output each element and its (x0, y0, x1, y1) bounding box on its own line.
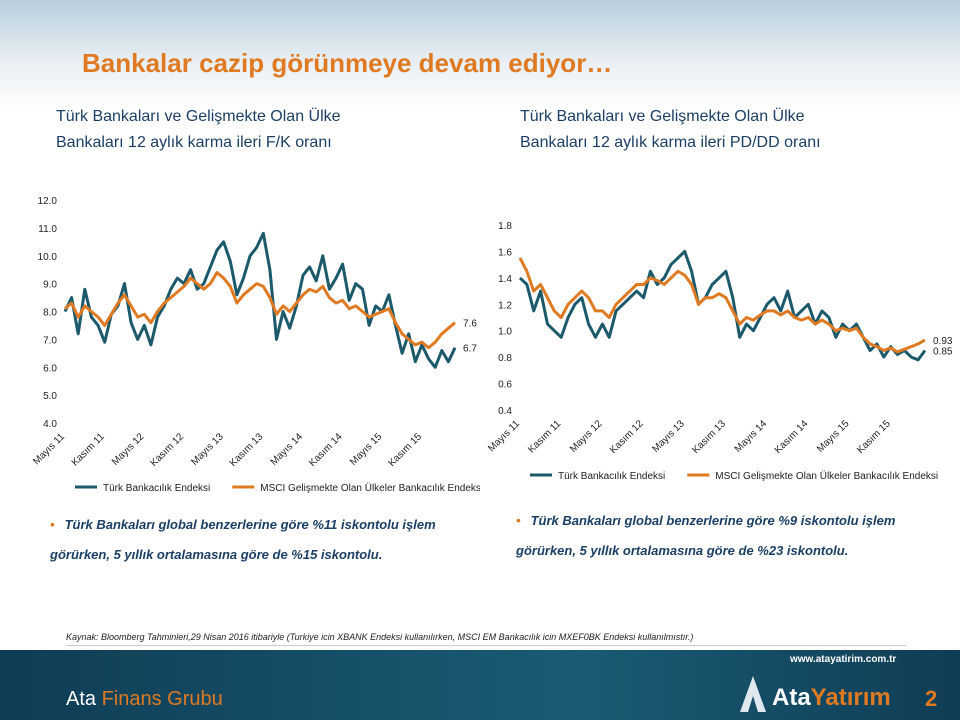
y-tick-label: 1.0 (498, 327, 512, 338)
value-label: 0.93 (933, 336, 953, 347)
x-tick-label: Mayıs 12 (110, 431, 147, 468)
x-tick-label: Mayıs 11 (486, 418, 522, 454)
x-tick-label: Kasım 13 (690, 418, 728, 456)
x-tick-label: Kasım 15 (386, 431, 424, 469)
page-number: 2 (925, 686, 938, 711)
y-tick-label: 11.0 (38, 224, 57, 235)
y-tick-label: 0.6 (498, 380, 512, 391)
value-label: 0.85 (933, 347, 953, 358)
x-tick-label: Kasım 12 (148, 431, 186, 469)
x-tick-label: Kasım 15 (855, 418, 893, 456)
y-tick-label: 6.0 (43, 363, 57, 374)
y-tick-label: 8.0 (43, 308, 57, 319)
legend-label: MSCI Gelişmekte Olan Ülkeler Bankacılık … (715, 470, 938, 482)
series-line (518, 249, 927, 362)
footer-url: www.atayatirim.com.tr (790, 654, 897, 665)
legend-label: MSCI Gelişmekte Olan Ülkeler Bankacılık … (260, 482, 480, 494)
y-tick-label: 7.0 (43, 335, 57, 346)
series-line (63, 231, 457, 369)
chart-title: Türk Bankaları ve Gelişmekte Olan Ülke B… (56, 108, 341, 151)
x-tick-label: Mayıs 11 (31, 431, 67, 467)
x-tick-label: Mayıs 14 (733, 418, 770, 455)
brand-text: Ata (66, 688, 97, 710)
brand-right: AtaYatırım (772, 684, 891, 712)
y-tick-label: 0.4 (498, 406, 512, 417)
x-tick-label: Mayıs 13 (650, 418, 687, 455)
y-tick-label: 12.0 (38, 196, 58, 207)
x-tick-label: Kasım 12 (608, 418, 646, 456)
series-line (518, 257, 926, 354)
y-tick-label: 1.6 (498, 247, 512, 258)
chart-title: Türk Bankaları ve Gelişmekte Olan Ülke B… (520, 108, 821, 151)
bullet-note: Türk Bankaları global benzerlerine göre … (516, 506, 916, 566)
value-label: 7.6 (463, 319, 477, 330)
value-label: 6.7 (463, 344, 477, 355)
slide-title: Bankalar cazip görünmeye devam ediyor… (82, 48, 613, 78)
bullet-note: Türk Bankaları global benzerlerine göre … (50, 510, 450, 570)
y-tick-label: 9.0 (43, 280, 57, 291)
y-tick-label: 0.8 (498, 353, 512, 364)
x-tick-label: Mayıs 12 (568, 418, 605, 455)
chart: 0.4 0.6 0.8 1.0 1.2 1.4 1.6 1.8 Mayıs 11 Kasım 11… (486, 221, 953, 482)
x-tick-label: Mayıs 15 (348, 431, 385, 468)
y-tick-label: 1.2 (498, 300, 512, 311)
x-tick-label: Kasım 14 (773, 418, 811, 456)
legend-label: Türk Bankacılık Endeksi (558, 471, 665, 482)
brand-accent: Yatırım (810, 684, 891, 711)
x-tick-label: Kasım 11 (70, 431, 107, 468)
y-tick-label: 10.0 (38, 252, 58, 263)
y-tick-label: 1.8 (498, 221, 512, 232)
y-tick-label: 1.4 (498, 274, 512, 285)
x-tick-label: Mayıs 13 (189, 431, 226, 468)
y-tick-label: 4.0 (43, 419, 57, 430)
y-tick-label: 5.0 (43, 391, 57, 402)
x-tick-label: Mayıs 14 (269, 431, 306, 468)
series-line (64, 271, 456, 350)
x-tick-label: Mayıs 15 (815, 418, 852, 455)
legend-label: Türk Bankacılık Endeksi (103, 483, 210, 494)
x-tick-label: Kasım 11 (526, 418, 563, 455)
brand-text: Ata (772, 684, 811, 711)
x-tick-label: Kasım 14 (307, 431, 345, 469)
x-tick-label: Kasım 13 (228, 431, 266, 469)
brand-accent: Finans Grubu (101, 688, 223, 710)
source-note: Kaynak: Bloomberg Tahminleri,29 Nisan 20… (66, 632, 906, 646)
brand-left: Ata Finans Grubu (66, 688, 223, 711)
logo-icon (740, 676, 766, 712)
footer-bar: www.atayatirim.com.tr Ata Finans Grubu A… (0, 650, 960, 720)
